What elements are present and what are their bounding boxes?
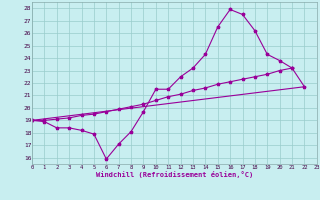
X-axis label: Windchill (Refroidissement éolien,°C): Windchill (Refroidissement éolien,°C): [96, 171, 253, 178]
